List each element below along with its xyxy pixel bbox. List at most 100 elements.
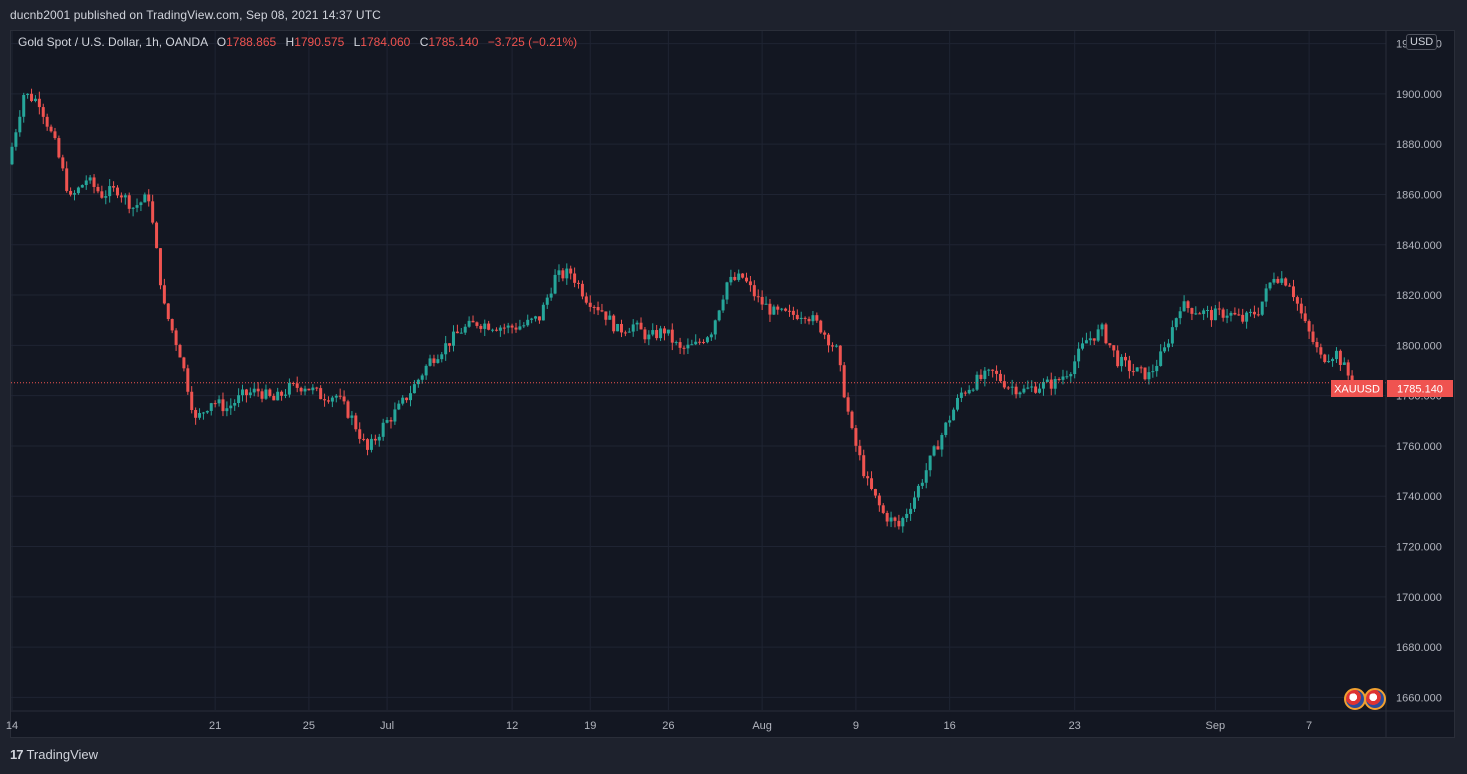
candle-body — [823, 332, 827, 335]
time-tick-label: 7 — [1306, 720, 1312, 732]
candle-body — [209, 403, 213, 411]
candle-body — [143, 194, 147, 203]
candle-body — [975, 374, 979, 390]
candle-body — [84, 180, 88, 186]
price-tick-label: 1720.000 — [1396, 542, 1442, 554]
candle-body — [1170, 327, 1174, 344]
candle-body — [827, 334, 831, 346]
candle-body — [799, 317, 803, 320]
candle-body — [487, 323, 491, 330]
candle-body — [623, 332, 627, 334]
candle-body — [733, 276, 737, 280]
candle-body — [709, 334, 713, 338]
candle-body — [1249, 311, 1253, 313]
candle-body — [913, 497, 917, 509]
candle-body — [752, 285, 756, 297]
candle-body — [807, 318, 811, 322]
candle-body — [104, 196, 108, 198]
candle-body — [1174, 318, 1178, 328]
candle-body — [584, 296, 588, 303]
chart-frame[interactable] — [10, 30, 1455, 738]
candle-body — [596, 307, 600, 311]
candle-body — [1252, 311, 1256, 315]
candle-body — [405, 397, 409, 401]
candle-body — [1182, 301, 1186, 312]
candle-body — [330, 397, 334, 402]
candle-body — [670, 329, 674, 343]
us-flag-icon[interactable] — [1344, 688, 1366, 710]
price-tick-label: 1700.000 — [1396, 592, 1442, 604]
candle-body — [1334, 350, 1338, 360]
candle-body — [256, 388, 260, 392]
candle-body — [901, 518, 905, 527]
candle-body — [612, 315, 616, 332]
tradingview-logo[interactable]: 17 TradingView — [10, 747, 98, 762]
candle-body — [745, 277, 749, 282]
candle-body — [1139, 367, 1143, 369]
legend-open-value: 1788.865 — [226, 35, 277, 49]
candle-body — [315, 387, 319, 389]
legend-symbol[interactable]: Gold Spot / U.S. Dollar, 1h, OANDA — [18, 35, 208, 49]
candle-body — [1088, 338, 1092, 341]
candle-body — [717, 310, 721, 321]
candle-body — [131, 207, 135, 209]
candle-body — [346, 401, 350, 418]
candle-body — [580, 283, 584, 297]
candle-body — [428, 358, 432, 366]
time-tick-label: 9 — [853, 720, 859, 732]
candle-body — [498, 327, 502, 331]
candle-body — [537, 316, 541, 321]
us-flag-icon[interactable] — [1364, 688, 1386, 710]
candle-body — [787, 310, 791, 312]
candle-body — [1291, 286, 1295, 298]
candle-body — [655, 330, 659, 339]
candle-body — [424, 365, 428, 376]
candle-body — [455, 331, 459, 334]
time-axis: 14 21 25 Jul 12 19 26 Aug 9 16 23 Sep 7 — [6, 720, 1312, 732]
candle-body — [877, 495, 881, 506]
currency-badge[interactable]: USD — [1406, 34, 1438, 50]
candle-body — [889, 517, 893, 522]
candle-body — [604, 311, 608, 320]
candle-body — [1131, 371, 1135, 373]
chart-grid — [11, 31, 1386, 710]
candle-body — [909, 508, 913, 514]
candle-body — [1256, 314, 1260, 316]
candle-body — [397, 403, 401, 410]
candle-body — [92, 177, 96, 187]
candle-body — [1163, 347, 1167, 352]
candle-body — [436, 359, 440, 363]
candle-body — [998, 373, 1002, 382]
candle-body — [1135, 367, 1139, 372]
candle-body — [366, 439, 370, 450]
candle-body — [1034, 386, 1038, 393]
candle-body — [600, 310, 604, 312]
candle-body — [635, 322, 639, 325]
candle-body — [815, 315, 819, 321]
candle-body — [553, 274, 557, 294]
candle-body — [666, 329, 670, 334]
candle-body — [448, 343, 452, 346]
candle-body — [401, 397, 405, 404]
candle-body — [358, 429, 362, 439]
candle-body — [319, 388, 323, 400]
candle-body — [1053, 379, 1057, 389]
candle-body — [1295, 297, 1299, 304]
candle-body — [459, 332, 463, 334]
price-axis: 1660.000 1680.000 1700.000 1720.000 1740.000… — [1396, 39, 1442, 705]
candle-body — [241, 389, 245, 396]
tradingview-logo-icon: 17 — [10, 747, 24, 762]
event-flags[interactable] — [1344, 688, 1388, 710]
candle-body — [115, 187, 119, 196]
candle-body — [1331, 359, 1335, 362]
symbol-badge-bg — [1331, 380, 1383, 397]
candle-body — [166, 303, 170, 320]
candle-body — [1120, 356, 1124, 367]
candle-body — [569, 268, 573, 274]
candle-body — [1315, 341, 1319, 348]
candle-body — [1151, 371, 1155, 373]
candle-body — [354, 415, 358, 430]
candle-body — [57, 138, 61, 158]
candle-body — [190, 391, 194, 411]
